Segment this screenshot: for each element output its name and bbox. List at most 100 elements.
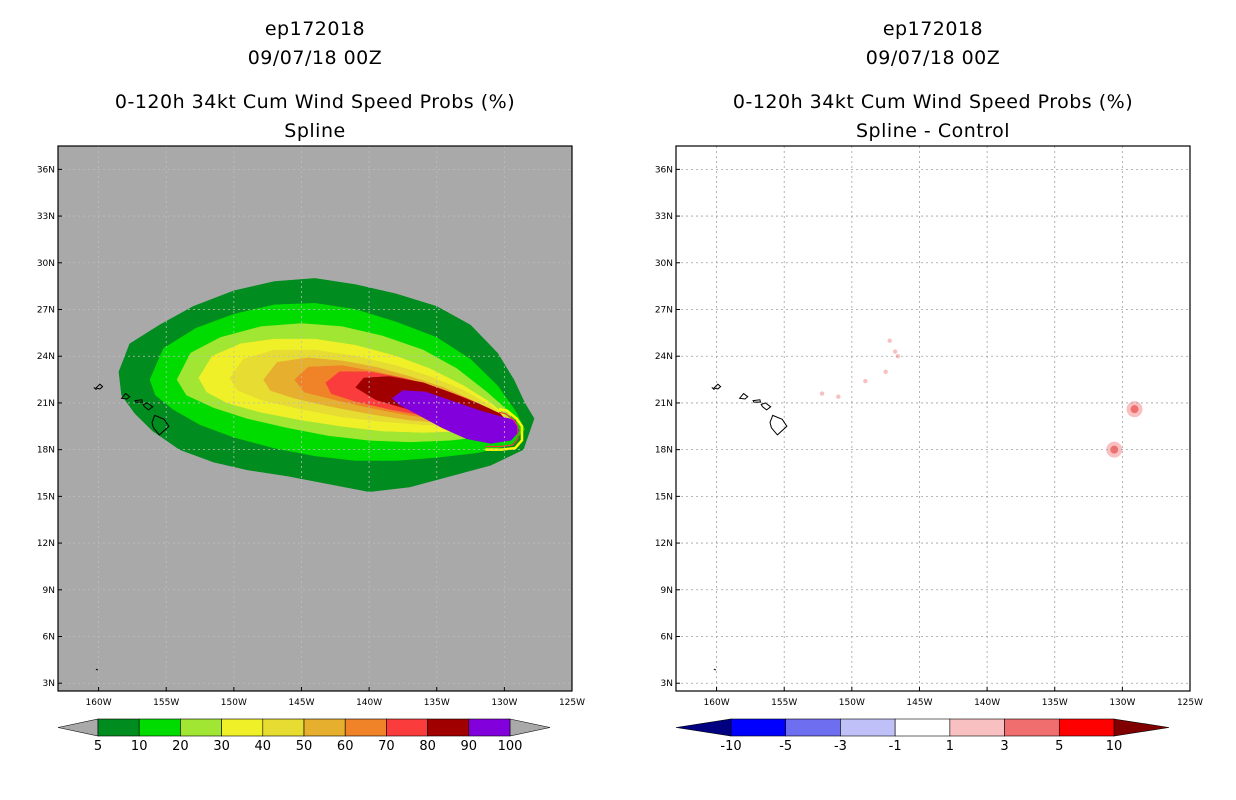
colorbar-segment bbox=[949, 718, 1005, 737]
panel-right: 160W 155W 150W 145W 140W 135W 130W 125W3N6N9N12… bbox=[655, 145, 1203, 754]
y-tick-label: 12N bbox=[37, 539, 55, 549]
colorbar-label: 20 bbox=[172, 739, 189, 754]
x-tick-label: 155W bbox=[153, 698, 179, 708]
x-tick-label: 155W bbox=[771, 698, 797, 708]
colorbar-segment bbox=[180, 718, 222, 737]
y-tick-label: 12N bbox=[655, 539, 673, 549]
y-tick-label: 27N bbox=[655, 306, 673, 316]
y-tick-label: 6N bbox=[43, 633, 55, 643]
colorbar-label: 60 bbox=[337, 739, 354, 754]
island-outline-5 bbox=[151, 414, 170, 436]
colorbar-label: -5 bbox=[779, 739, 792, 754]
island-outline-2 bbox=[120, 392, 131, 400]
y-tick-label: 15N bbox=[655, 492, 673, 502]
colorbar-label: 70 bbox=[378, 739, 395, 754]
island-outline-0 bbox=[94, 383, 104, 390]
y-tick-label: 36N bbox=[37, 165, 55, 175]
colorbar-label: -10 bbox=[720, 739, 741, 754]
colorbar-segment bbox=[344, 718, 387, 737]
colorbar-label: 80 bbox=[419, 739, 436, 754]
x-tick-label: 125W bbox=[559, 698, 585, 708]
contour-90 bbox=[391, 390, 520, 444]
x-tick-label: 130W bbox=[1109, 698, 1135, 708]
colorbar-label: 10 bbox=[1106, 739, 1123, 754]
colorbar-label: 10 bbox=[131, 739, 148, 754]
y-tick-label: 9N bbox=[661, 586, 673, 596]
y-tick-label: 30N bbox=[655, 259, 673, 269]
island-outline-3 bbox=[134, 399, 144, 403]
colorbar-label: 40 bbox=[255, 739, 272, 754]
y-tick-label: 6N bbox=[661, 633, 673, 643]
y-tick-label: 33N bbox=[655, 212, 673, 222]
colorbar-segment bbox=[894, 718, 951, 737]
y-tick-label: 24N bbox=[655, 352, 673, 362]
x-tick-label: 145W bbox=[906, 698, 932, 708]
x-tick-label: 140W bbox=[974, 698, 1000, 708]
plot-frame bbox=[57, 145, 573, 692]
colorbar-label: 5 bbox=[94, 739, 102, 754]
plot-area bbox=[676, 146, 1190, 691]
colorbar-segment bbox=[386, 718, 428, 737]
colorbar-label: 5 bbox=[1055, 739, 1063, 754]
colorbar-segment bbox=[1058, 718, 1115, 737]
right-chart-title: ep172018 09/07/18 00Z 0-120h 34kt Cum Wi… bbox=[676, 15, 1190, 146]
y-tick-label: 21N bbox=[37, 399, 55, 409]
y-tick-label: 18N bbox=[37, 446, 55, 456]
diff-spot-0 bbox=[819, 391, 825, 396]
y-tick-label: 15N bbox=[37, 492, 55, 502]
x-tick-label: 145W bbox=[288, 698, 314, 708]
colorbar-label: -1 bbox=[889, 739, 902, 754]
left-title-date: 09/07/18 00Z bbox=[247, 47, 383, 69]
colorbar-segment bbox=[97, 718, 140, 737]
island-outline-4 bbox=[142, 402, 154, 411]
colorbar-label: 1 bbox=[946, 739, 954, 754]
colorbar-segment bbox=[468, 718, 511, 737]
diff-spot-2 bbox=[863, 378, 868, 384]
island-outline-2 bbox=[738, 392, 749, 400]
right-title-date: 09/07/18 00Z bbox=[865, 47, 1001, 69]
plot-frame bbox=[675, 145, 1191, 692]
x-tick-label: 135W bbox=[1042, 698, 1068, 708]
y-tick-label: 9N bbox=[43, 586, 55, 596]
x-tick-label: 160W bbox=[704, 698, 730, 708]
plot-area bbox=[58, 146, 572, 691]
left-title-method: Spline bbox=[284, 120, 346, 142]
left-title-storm-id: ep172018 bbox=[264, 18, 366, 40]
island-outline-4 bbox=[760, 402, 772, 411]
y-tick-label: 18N bbox=[655, 446, 673, 456]
colorbar-extend-high bbox=[1113, 718, 1170, 737]
diff-spot-3 bbox=[883, 369, 888, 374]
y-tick-label: 36N bbox=[655, 165, 673, 175]
y-tick-label: 30N bbox=[37, 259, 55, 269]
x-tick-label: 135W bbox=[424, 698, 450, 708]
colorbar: -10 -5 -3 -1 1 3 5 10 bbox=[675, 718, 1170, 754]
colorbar-segment bbox=[730, 718, 787, 737]
colorbar: 5 10 20 30 40 50 60 70 80 90 100 bbox=[57, 718, 551, 754]
island-outline-1 bbox=[711, 387, 715, 391]
x-tick-label: 140W bbox=[356, 698, 382, 708]
right-title-product: 0-120h 34kt Cum Wind Speed Probs (%) bbox=[732, 91, 1134, 113]
x-tick-label: 125W bbox=[1177, 698, 1203, 708]
island-outline-0 bbox=[712, 383, 722, 390]
colorbar-segment bbox=[840, 718, 896, 737]
diff-spot-1 bbox=[836, 394, 841, 399]
diff-spot-8 bbox=[1130, 405, 1139, 414]
colorbar-segment bbox=[221, 718, 264, 737]
colorbar-label: 50 bbox=[296, 739, 313, 754]
left-title-product: 0-120h 34kt Cum Wind Speed Probs (%) bbox=[114, 91, 516, 113]
right-title-method: Spline - Control bbox=[855, 120, 1011, 142]
y-tick-label: 24N bbox=[37, 352, 55, 362]
colorbar-extend-low bbox=[675, 718, 732, 737]
colorbar-extend-low bbox=[57, 718, 99, 737]
colorbar-segment bbox=[427, 718, 470, 737]
contour-edge-line-inner bbox=[485, 411, 519, 448]
plot-background bbox=[676, 146, 1190, 691]
colorbar-segment bbox=[138, 718, 181, 737]
island-outline-south bbox=[713, 668, 717, 671]
colorbar-extend-high bbox=[509, 718, 551, 737]
colorbar-label: -3 bbox=[834, 739, 847, 754]
diff-spot-6 bbox=[887, 338, 892, 343]
island-outline-5 bbox=[769, 414, 788, 436]
y-tick-label: 27N bbox=[37, 306, 55, 316]
island-outline-1 bbox=[93, 387, 97, 391]
